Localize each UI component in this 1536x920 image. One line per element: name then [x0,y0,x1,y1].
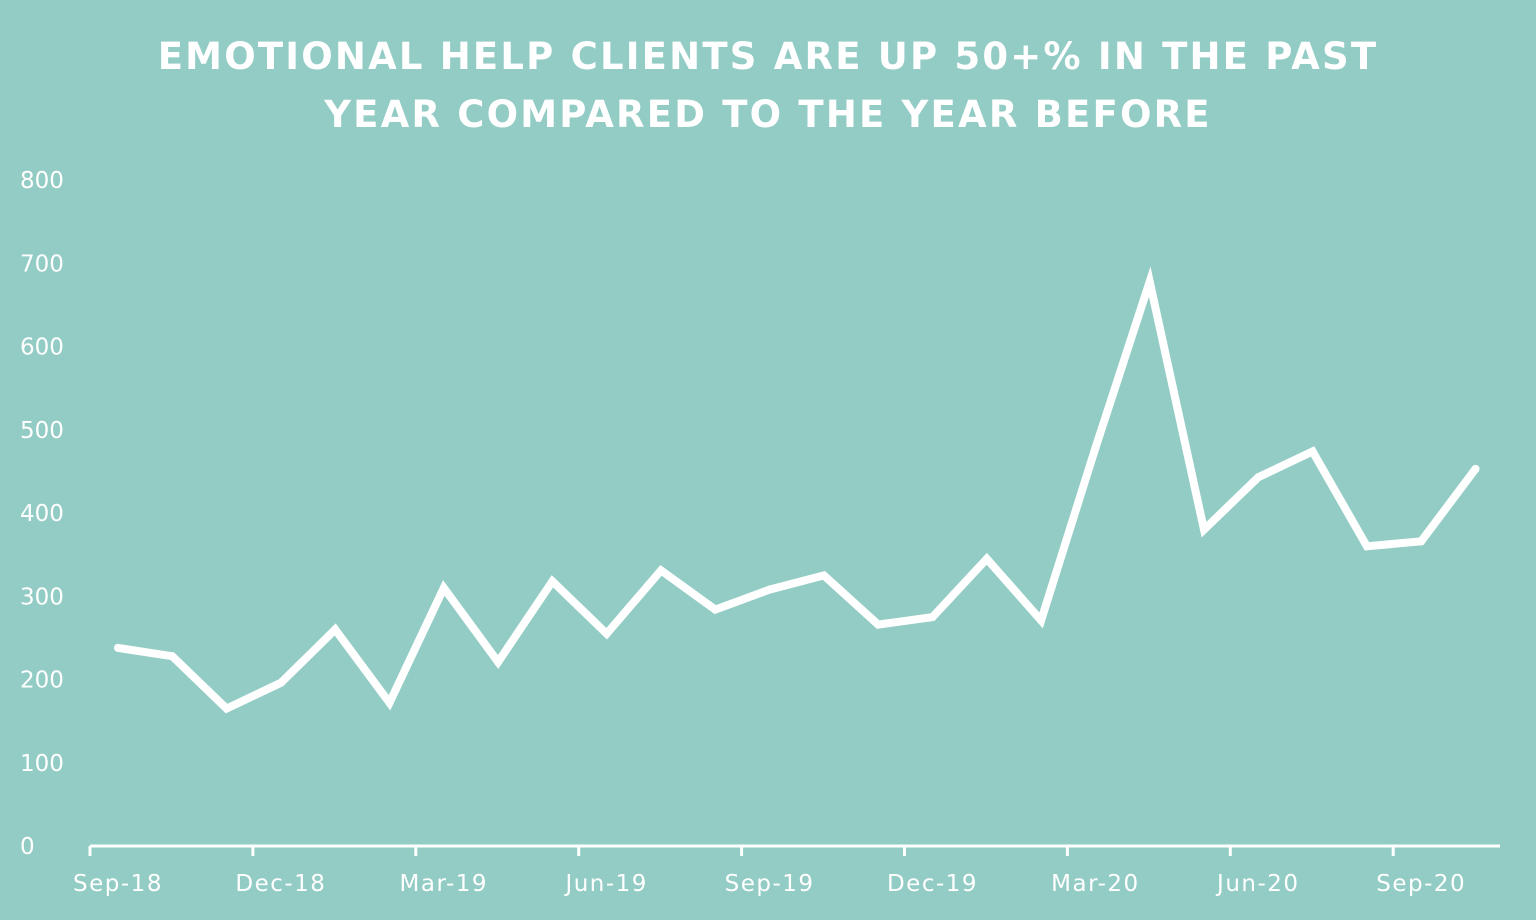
data-point [1471,464,1480,473]
data-point [1362,542,1371,551]
data-point [1145,277,1154,286]
data-point [439,583,448,592]
data-point [548,577,557,586]
y-axis-tick-labels: 0 100 200 300 400 500 600 700 800 [20,168,64,860]
chart-title-line-2: YEAR COMPARED TO THE YEAR BEFORE [324,93,1212,136]
x-tick-label: Sep-19 [725,871,815,897]
data-point [819,571,828,580]
data-point [982,554,991,563]
series-points [114,277,1480,713]
data-point [385,698,394,707]
x-tick-label: Mar-19 [400,871,489,897]
y-tick-label: 600 [20,335,64,361]
data-point [494,658,503,667]
chart-title: EMOTIONAL HELP CLIENTS ARE UP 50+% IN TH… [0,28,1536,144]
y-tick-label: 800 [20,168,64,194]
y-tick-label: 500 [20,418,64,444]
data-point [1254,473,1263,482]
data-point [1037,616,1046,625]
y-tick-label: 200 [20,668,64,694]
y-tick-label: 700 [20,251,64,277]
x-tick-label: Jun-19 [563,871,648,897]
data-point [1200,525,1208,534]
y-tick-label: 0 [20,834,35,860]
data-point [276,678,285,687]
y-tick-label: 300 [20,584,64,610]
data-point [874,620,883,629]
x-axis-tick-labels: Sep-18 Dec-18 Mar-19 Jun-19 Sep-19 Dec-19 Mar-… [73,871,1466,897]
y-tick-label: 100 [20,751,64,777]
x-tick-label: Dec-18 [235,871,326,897]
x-tick-label: Jun-20 [1215,871,1300,897]
data-point [222,704,231,713]
x-axis-ticks [88,846,1395,856]
data-point [711,605,720,614]
data-point [1417,537,1426,546]
data-point [1308,447,1317,456]
series-line [114,266,1480,714]
x-tick-label: Mar-20 [1051,871,1140,897]
data-point [1091,444,1100,453]
data-point [765,585,774,594]
x-tick-label: Sep-18 [73,871,163,897]
data-point [168,652,177,661]
data-point [602,629,611,638]
chart-title-line-1: EMOTIONAL HELP CLIENTS ARE UP 50+% IN TH… [157,35,1379,78]
data-point [331,625,340,634]
x-tick-label: Dec-19 [887,871,978,897]
data-point [928,613,937,622]
y-tick-label: 400 [20,501,64,527]
data-point [114,643,122,652]
x-tick-label: Sep-20 [1376,871,1466,897]
data-point [657,566,665,575]
